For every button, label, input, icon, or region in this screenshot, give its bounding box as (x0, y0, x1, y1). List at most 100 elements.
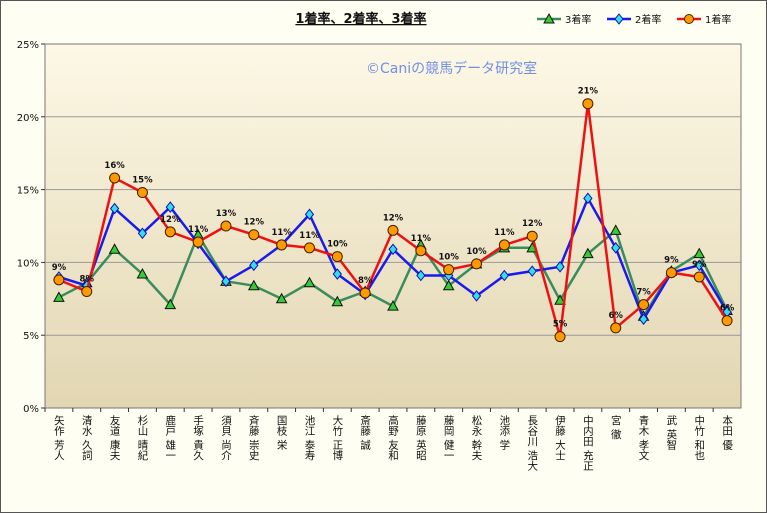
data-label: 11% (494, 228, 515, 238)
x-category-label: 清水 久詞 (81, 414, 93, 461)
data-point (694, 259, 704, 272)
x-category-label: 斉藤 崇史 (248, 414, 260, 461)
data-point (359, 287, 371, 299)
data-point (555, 260, 565, 273)
data-point (387, 224, 399, 236)
data-point (693, 271, 705, 283)
x-category-label: 伊藤 大士 (554, 415, 566, 460)
data-label: 11% (411, 234, 432, 244)
data-point (527, 265, 537, 277)
data-label: 12% (383, 213, 404, 223)
data-point (53, 291, 65, 302)
data-label: 9% (664, 256, 679, 266)
series-group: 9% 8% 16% 15% 12% 11% 13% 12% 11% 11% 10% 8% 12% 11% 1… (52, 87, 735, 343)
data-point (554, 331, 566, 343)
data-point (442, 279, 455, 291)
data-point (611, 242, 621, 254)
data-label: 8% (80, 275, 95, 285)
data-point (81, 286, 93, 298)
x-axis: 矢作 芳人 清水 久詞 友道 康夫 杉山 晴紀 鹿戸 雄一 手塚 貴久 須貝 尚介 斉藤 崇史… (44, 408, 733, 472)
data-label: 16% (104, 161, 125, 171)
data-label: 9% (52, 263, 67, 273)
data-point (136, 187, 148, 199)
data-point (416, 269, 426, 282)
data-point (164, 298, 177, 310)
x-category-label: 本田 優 (721, 414, 733, 450)
data-point (471, 258, 483, 270)
data-point (108, 243, 121, 254)
data-point (388, 243, 398, 256)
data-point (249, 259, 259, 272)
legend-marker (614, 13, 624, 25)
legend-label: 2着率 (635, 13, 661, 26)
watermark-text: ©Caniの競馬データ研究室 (366, 60, 537, 77)
y-tick-label: 25% (17, 40, 39, 51)
data-label: 7% (636, 288, 651, 298)
data-point (583, 192, 593, 205)
x-category-label: 長谷川 浩大 (526, 415, 538, 472)
data-point (582, 98, 594, 110)
x-category-label: 高野 友和 (387, 414, 399, 461)
data-point (220, 220, 232, 232)
data-label: 12% (244, 218, 265, 228)
legend-marker (684, 14, 694, 24)
data-point (331, 295, 344, 307)
data-point (415, 245, 427, 257)
data-label: 21% (578, 87, 599, 97)
data-label: 12% (160, 215, 181, 225)
data-label: 13% (216, 209, 237, 219)
data-label: 6% (720, 304, 735, 314)
x-category-label: 松永 幹夫 (471, 414, 483, 461)
data-point (499, 269, 510, 282)
x-category-label: 宮 徹 (610, 414, 622, 440)
x-category-label: 鹿戸 雄一 (164, 414, 176, 460)
data-point (109, 172, 121, 184)
data-label: 11% (188, 225, 209, 235)
data-label: 11% (299, 231, 320, 241)
data-label: 11% (271, 228, 292, 238)
y-tick-label: 10% (17, 258, 39, 269)
x-category-label: 大竹 正博 (331, 414, 343, 461)
data-point (498, 239, 510, 251)
x-category-label: 中内田 充正 (582, 414, 594, 471)
data-point (221, 275, 231, 288)
data-point (693, 247, 706, 259)
y-axis: 0% 5% 10% 15% 20% 25% (17, 40, 45, 415)
data-point (443, 264, 455, 276)
x-category-label: 杉山 晴紀 (136, 414, 148, 460)
chart-title: 1着率、2着率、3着率 (295, 11, 426, 27)
data-point (665, 267, 677, 279)
legend-label: 3着率 (565, 13, 591, 26)
data-point (137, 227, 148, 240)
data-point (109, 202, 120, 215)
data-point (304, 208, 315, 221)
data-label: 15% (132, 176, 153, 186)
x-category-label: 国枝 栄 (276, 415, 288, 451)
data-point (331, 251, 343, 263)
data-label: 10% (327, 240, 348, 250)
data-label: 5% (553, 320, 568, 330)
data-point (303, 276, 316, 288)
data-point (638, 299, 650, 311)
x-category-label: 手塚 貴久 (192, 414, 204, 461)
data-point (721, 315, 733, 327)
data-point (387, 300, 399, 311)
data-label: 10% (466, 247, 487, 257)
data-point (554, 294, 566, 305)
data-point (526, 230, 538, 242)
y-tick-label: 0% (23, 404, 39, 415)
data-point (638, 313, 649, 325)
data-point (164, 226, 176, 238)
legend-marker (543, 12, 555, 24)
data-point (165, 201, 175, 213)
x-category-label: 中竹 和也 (693, 414, 705, 460)
data-point (136, 268, 149, 279)
x-category-label: 藤岡 健一 (443, 415, 455, 460)
data-point (471, 290, 482, 302)
x-category-label: 須貝 尚介 (220, 415, 232, 460)
y-tick-label: 5% (23, 331, 39, 342)
x-category-label: 池添 学 (498, 414, 510, 450)
x-category-label: 友道 康夫 (109, 414, 121, 461)
